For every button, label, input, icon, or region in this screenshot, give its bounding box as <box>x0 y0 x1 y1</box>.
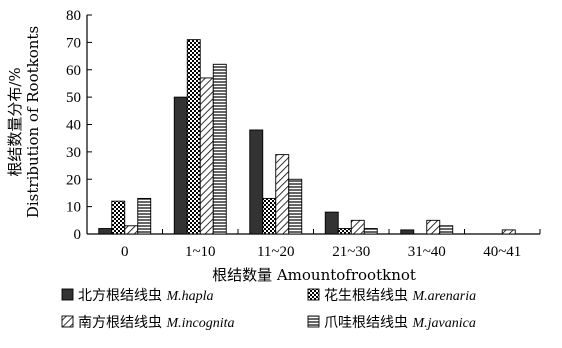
bar-marenaria <box>111 200 126 235</box>
x-tick-label: 21~30 <box>332 244 370 260</box>
legend-swatch <box>61 315 74 328</box>
bars <box>98 39 516 235</box>
x-axis: 0 1~10 11~20 21~30 31~40 40~41 <box>87 229 541 260</box>
y-axis-title-line2: Distribution of Rootkonts <box>24 26 42 218</box>
y-tick-label: 40 <box>66 118 81 134</box>
y-tick-label: 50 <box>66 90 81 106</box>
bar-mjavanica <box>212 63 227 235</box>
x-tick-label: 1~10 <box>185 244 216 260</box>
legend-label: 爪哇根结线虫 M.javanica <box>324 315 476 331</box>
bar-marenaria <box>337 228 352 235</box>
y-tick-label: 30 <box>66 145 81 161</box>
legend-swatch <box>61 288 74 301</box>
bar-mjavanica <box>137 197 152 235</box>
bar-mhapla <box>249 129 264 235</box>
x-tick-label: 31~40 <box>408 244 446 260</box>
y-axis: 0 10 20 30 40 50 60 70 80 <box>66 8 92 243</box>
bar-marenaria <box>262 197 277 235</box>
x-axis-title: 根结数量 Amountofrootknot <box>212 266 416 284</box>
legend-label: 南方根结线虫 M.incognita <box>78 315 235 331</box>
bar-mjavanica <box>439 225 454 235</box>
y-tick-label: 10 <box>66 200 81 216</box>
x-tick-label: 0 <box>121 244 129 260</box>
y-tick-label: 20 <box>66 172 81 188</box>
bar-mincognita <box>501 229 516 235</box>
legend: 北方根结线虫 M.hapla 花生根结线虫 M.arenaria 南方根结线虫 M.… <box>61 288 476 331</box>
y-tick-label: 70 <box>66 35 81 51</box>
y-tick-label: 0 <box>74 227 82 243</box>
bar-mhapla <box>400 229 415 235</box>
legend-swatch <box>307 288 320 301</box>
y-tick-label: 60 <box>66 63 81 79</box>
legend-label: 花生根结线虫 M.arenaria <box>324 288 476 304</box>
bar-mhapla <box>173 96 188 235</box>
bar-mjavanica <box>288 178 303 235</box>
x-tick-label: 40~41 <box>483 244 521 260</box>
bar-mhapla <box>324 211 339 235</box>
bar-mincognita <box>124 225 139 235</box>
bar-mjavanica <box>363 228 378 235</box>
legend-label: 北方根结线虫 M.hapla <box>78 288 214 304</box>
y-tick-label: 80 <box>66 8 81 24</box>
bar-mhapla <box>98 228 113 235</box>
bar-mincognita <box>350 219 365 235</box>
bar-mincognita <box>275 154 290 235</box>
y-axis-title-line1: 根结数量分布/% <box>6 67 24 176</box>
bar-mincognita <box>426 219 441 235</box>
x-tick-label: 11~20 <box>257 244 295 260</box>
bar-mincognita <box>199 77 214 235</box>
bar-marenaria <box>186 39 201 235</box>
legend-swatch <box>307 315 320 328</box>
